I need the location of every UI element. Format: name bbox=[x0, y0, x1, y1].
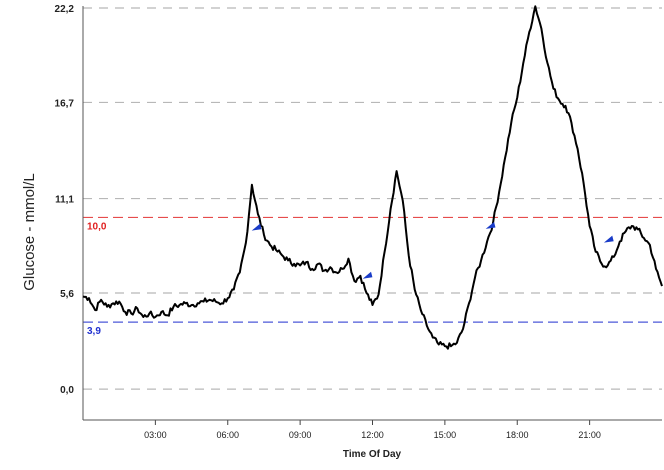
glucose-series-line bbox=[82, 5, 663, 350]
x-tick-label: 03:00 bbox=[144, 430, 167, 440]
tick-labels: 0,0 5,6 11,1 16,7 22,2 03:00 06:00 09:00 12:00 15… bbox=[55, 4, 601, 440]
axes bbox=[82, 6, 662, 425]
threshold-label: 10,0 bbox=[87, 221, 107, 232]
x-tick-label: 18:00 bbox=[506, 430, 529, 440]
event-marker bbox=[603, 235, 614, 243]
y-tick-label: 16,7 bbox=[55, 98, 75, 109]
y-tick-label: 22,2 bbox=[55, 4, 75, 15]
x-tick-label: 21:00 bbox=[578, 430, 601, 440]
x-tick-label: 15:00 bbox=[434, 430, 457, 440]
x-tick-label: 09:00 bbox=[289, 430, 312, 440]
threshold-lines bbox=[83, 216, 662, 323]
event-marker bbox=[251, 223, 262, 231]
y-tick-label: 11,1 bbox=[55, 195, 74, 206]
gridlines bbox=[83, 7, 662, 390]
x-tick-label: 06:00 bbox=[216, 430, 239, 440]
x-axis-label: Time Of Day bbox=[343, 449, 402, 460]
y-axis-label: Glucose - mmol/L bbox=[21, 173, 38, 291]
series-group bbox=[82, 5, 663, 350]
y-tick-label: 5,6 bbox=[60, 289, 74, 300]
event-marker bbox=[362, 271, 373, 279]
y-tick-label: 0,0 bbox=[60, 385, 74, 396]
event-marker bbox=[485, 221, 496, 229]
x-tick-label: 12:00 bbox=[361, 430, 384, 440]
event-markers bbox=[251, 221, 614, 279]
threshold-label: 3,9 bbox=[87, 326, 101, 337]
